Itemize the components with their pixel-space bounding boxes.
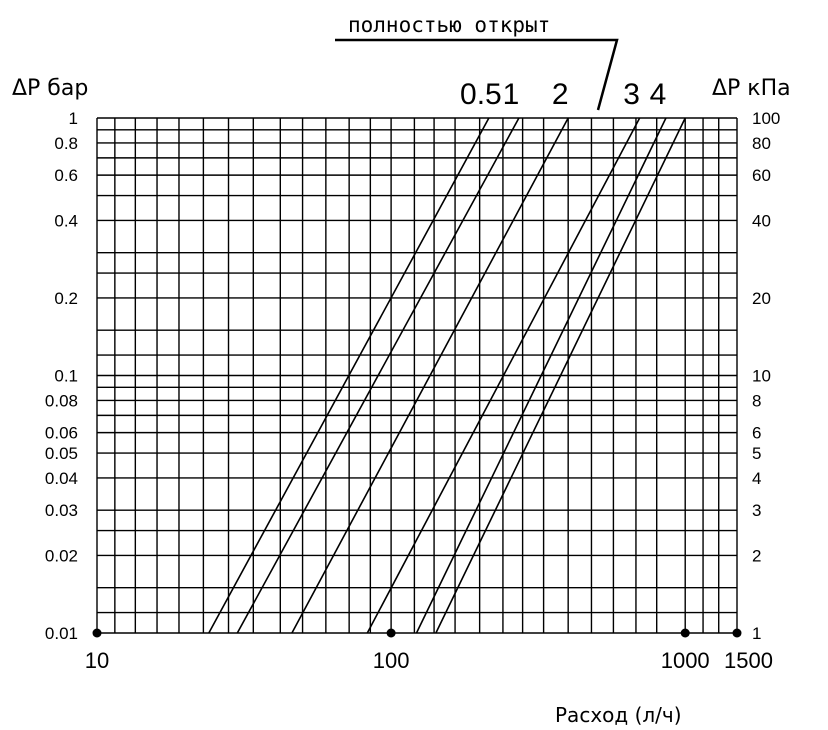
series-line [291,117,569,634]
y-tick-label-left: 0.08 [45,391,78,410]
y-tick-label-left: 0.05 [45,444,78,463]
series-line [236,117,520,634]
x-tick-label: 10 [85,648,109,673]
series-line [366,117,641,634]
series-label: 0.5 [460,78,502,111]
series-line [208,117,490,634]
axis-marker-dot [732,628,742,638]
y-tick-label-left: 0.2 [54,289,78,308]
fully-open-leader-line [335,38,619,111]
y-tick-label-right: 80 [752,134,771,153]
y-tick-label-left: 0.06 [45,424,78,443]
y-tick-label-left: 0.02 [45,546,78,565]
axis-marker-dot [386,628,396,638]
series-label: 2 [552,78,569,111]
y-tick-label-left: 0.4 [54,211,78,230]
y-tick-label-left: 0.8 [54,134,78,153]
y-tick-label-left: 0.01 [45,624,78,643]
chart-grid [96,117,738,634]
y-tick-label-right: 40 [752,211,771,230]
y-tick-label-right: 3 [752,501,761,520]
y-tick-label-left: 1 [69,109,78,128]
x-tick-label: 100 [373,648,410,673]
x-tick-label: 1000 [661,648,710,673]
y-tick-label-left: 0.03 [45,501,78,520]
y-tick-label-left: 0.6 [54,166,78,185]
y-tick-label-left: 0.1 [54,367,78,386]
series-line [435,117,686,634]
y-tick-label-right: 1 [752,624,761,643]
axis-marker-dot [92,628,102,638]
y-tick-label-right: 8 [752,391,761,410]
y-tick-label-right: 4 [752,469,761,488]
x-tick-label: 1500 [724,648,773,673]
y-tick-label-right: 10 [752,367,771,386]
y-tick-label-right: 2 [752,546,761,565]
fully-open-annotation: полностью открыт [348,13,550,37]
y-axis-title-right: ΔP кПа [712,76,791,101]
y-tick-label-left: 0.04 [45,469,78,488]
y-tick-label-right: 100 [752,109,780,128]
y-tick-label-right: 5 [752,444,761,463]
series-label: 1 [503,78,520,111]
chart-tick-labels: 0.5 1 2 3 410.80.60.40.20.10.080.060.050.040… [45,78,780,673]
series-label: 3 [623,78,640,111]
y-tick-label-right: 6 [752,424,761,443]
y-tick-label-right: 20 [752,289,771,308]
x-axis-title: Расход (л/ч) [555,703,682,727]
chart-axis-markers [92,628,742,638]
y-axis-title-left: ΔP бар [12,76,88,101]
axis-marker-dot [680,628,690,638]
y-tick-label-right: 60 [752,166,771,185]
chart-curves [208,117,686,634]
series-line [415,117,667,634]
series-label: 4 [650,78,667,111]
